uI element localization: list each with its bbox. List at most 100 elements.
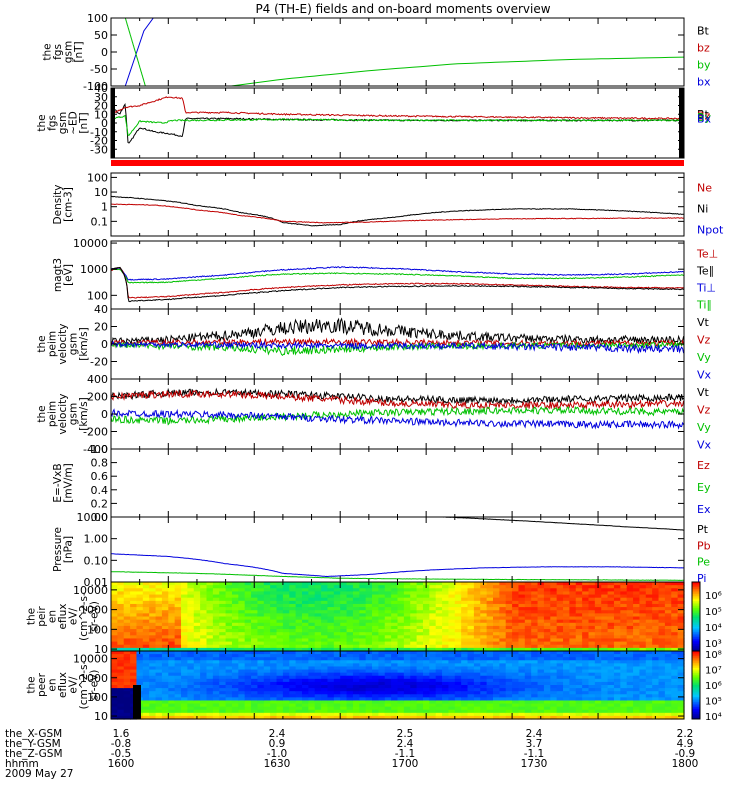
spectrogram-cell (505, 629, 513, 633)
series-line-2 (111, 553, 684, 578)
spectrogram-cell (231, 685, 239, 689)
spectrogram-cell (193, 594, 201, 599)
spectrogram-cell (308, 703, 316, 708)
spectrogram-cell (550, 663, 558, 668)
spectrogram-cell (422, 694, 430, 698)
spectrogram-cell (384, 607, 392, 611)
spectrogram-cell (461, 681, 469, 686)
spectrogram-cell (677, 694, 685, 698)
spectrogram-cell (556, 638, 564, 643)
spectrogram-cell (187, 594, 195, 599)
spectrogram-cell (518, 610, 526, 614)
spectrogram-cell (327, 622, 335, 627)
spectrogram-cell (461, 610, 469, 614)
spectrogram-cell (550, 688, 558, 692)
spectrogram-cell (168, 669, 176, 674)
spectrogram-cell (531, 600, 539, 605)
colorbar-cell (692, 681, 700, 684)
spectrogram-cell (346, 706, 354, 711)
spectrogram-cell (270, 709, 278, 714)
spectrogram-cell (435, 616, 443, 621)
spectrogram-cell (569, 610, 577, 614)
spectrogram-cell (327, 663, 335, 668)
series-line-3 (231, 56, 685, 87)
spectrogram-cell (493, 675, 500, 680)
spectrogram-cell (359, 663, 367, 668)
spectrogram-cell (531, 582, 539, 586)
spectrogram-cell (155, 597, 163, 602)
spectrogram-cell (270, 647, 278, 652)
spectrogram-cell (231, 619, 239, 624)
spectrogram-cell (524, 715, 532, 720)
spectrogram-cell (289, 594, 297, 599)
spectrogram-cell (142, 688, 150, 692)
spectrogram-cell (378, 616, 386, 621)
spectrogram-cell (142, 654, 150, 658)
spectrogram-cell (231, 600, 239, 605)
spectrogram-cell (633, 603, 641, 608)
spectrogram-cell (582, 635, 590, 640)
spectrogram-cell (601, 657, 609, 661)
spectrogram-cell (263, 685, 271, 689)
spectrogram-cell (397, 669, 405, 674)
spectrogram-cell (193, 688, 201, 692)
spectrogram-cell (111, 694, 118, 698)
spectrogram-cell (493, 585, 500, 589)
spectrogram-cell (626, 603, 634, 608)
y-axis-label: [nT] (73, 41, 85, 62)
spectrogram-cell (601, 632, 609, 636)
spectrogram-cell (308, 685, 316, 689)
spectrogram-cell (244, 694, 252, 698)
spectrogram-cell (607, 647, 615, 652)
spectrogram-cell (302, 619, 309, 624)
spectrogram-cell (200, 694, 208, 698)
spectrogram-cell (588, 697, 596, 702)
spectrogram-cell (276, 585, 284, 589)
spectrogram-cell (422, 706, 430, 711)
spectrogram-cell (391, 597, 399, 602)
spectrogram-cell (155, 632, 163, 636)
spectrogram-cell (556, 607, 564, 611)
y-axis-label: eV/ (68, 676, 80, 694)
spectrogram-cell (537, 675, 545, 680)
spectrogram-cell (499, 588, 507, 593)
spectrogram-cell (225, 585, 233, 589)
spectrogram-cell (181, 622, 188, 627)
spectrogram-cell (575, 585, 583, 589)
spectrogram-cell (231, 654, 239, 658)
spectrogram-cell (626, 675, 634, 680)
spectrogram-cell (461, 669, 469, 674)
spectrogram-cell (161, 688, 169, 692)
x-row-label: the_X-GSM (5, 728, 62, 740)
spectrogram-cell (499, 619, 507, 624)
spectrogram-cell (499, 654, 507, 658)
spectrogram-cell (607, 703, 615, 708)
spectrogram-cell (467, 600, 475, 605)
spectrogram-cell (645, 672, 653, 677)
legend-entry: Vz (697, 403, 711, 416)
spectrogram-cell (467, 715, 475, 720)
spectrogram-cell (212, 688, 220, 692)
spectrogram-cell (435, 619, 443, 624)
spectrogram-cell (365, 660, 373, 664)
spectrogram-cell (168, 697, 176, 702)
spectrogram-cell (613, 709, 621, 714)
spectrogram-cell (251, 610, 259, 614)
spectrogram-cell (282, 610, 290, 614)
spectrogram-cell (365, 597, 373, 602)
x-row-value: 2.4 (397, 738, 414, 750)
spectrogram-cell (200, 641, 208, 646)
spectrogram-cell (607, 632, 615, 636)
spectrogram-cell (206, 651, 214, 655)
colorbar-cell (692, 613, 700, 616)
spectrogram-cell (276, 703, 284, 708)
spectrogram-cell (365, 678, 373, 683)
spectrogram-cell (531, 622, 539, 627)
spectrogram-cell (645, 666, 653, 671)
spectrogram-cell (493, 666, 500, 671)
spectrogram-cell (257, 685, 265, 689)
spectrogram-cell (429, 660, 437, 664)
spectrogram-cell (174, 594, 182, 599)
spectrogram-cell (582, 691, 590, 695)
spectrogram-cell (620, 715, 628, 720)
